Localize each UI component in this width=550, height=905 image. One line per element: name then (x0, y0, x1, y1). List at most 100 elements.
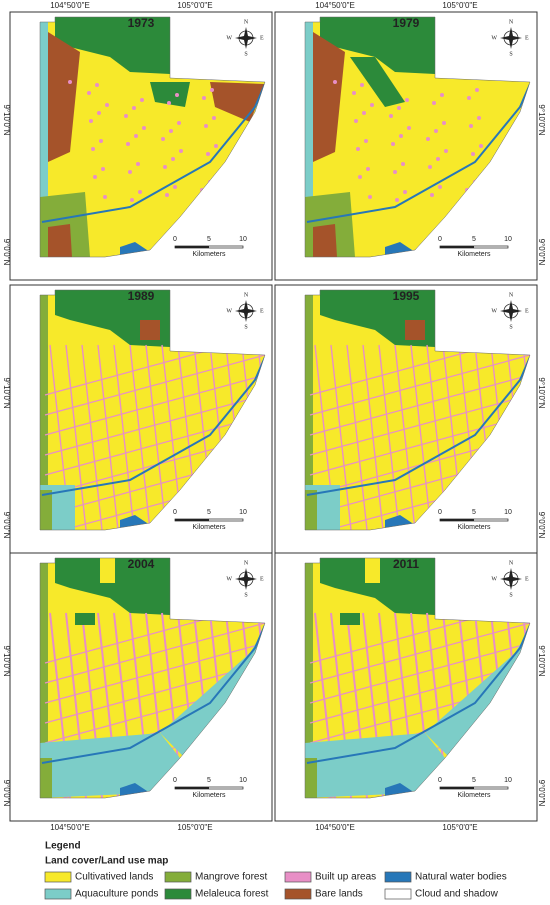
built-up-spot (142, 126, 146, 130)
built-up-spot (366, 167, 370, 171)
lat-label: 9°0'0"N (537, 239, 546, 266)
panel-year: 2011 (393, 557, 419, 571)
land-patch (320, 17, 435, 74)
land-patch (425, 628, 530, 758)
compass-letter: N (244, 560, 249, 566)
legend-swatch (44, 871, 72, 883)
map-area (40, 17, 265, 257)
lon-label: 104°50'0"E (315, 1, 355, 10)
built-up-spot (479, 144, 483, 148)
scale-label: 10 (504, 509, 512, 516)
lon-label: 104°50'0"E (50, 823, 90, 832)
land-patch (305, 563, 313, 798)
built-up-spot (442, 121, 446, 125)
built-up-spot (204, 124, 208, 128)
land-patch (75, 613, 95, 625)
scale-label: 0 (438, 777, 442, 784)
compass-letter: E (260, 308, 264, 314)
map-panel: 1979 N S E W 0 5 10 Kilometers 9°10'0"N 9°0'0"N 104… (274, 1, 546, 281)
legend-swatch (44, 888, 72, 900)
built-up-line (129, 344, 151, 530)
river (41, 83, 265, 223)
compass-star (500, 300, 522, 322)
legend-swatch (384, 871, 412, 883)
built-up-spot (360, 83, 364, 87)
river (41, 624, 265, 764)
compass-letter: S (509, 51, 512, 57)
scale-unit: Kilometers (192, 524, 226, 531)
built-up-spot (397, 106, 401, 110)
built-up-spot (403, 190, 407, 194)
compass-letter: W (226, 576, 232, 582)
lon-label: 105°0'0"E (177, 823, 212, 832)
map-outline (304, 16, 531, 258)
lat-label: 9°0'0"N (2, 239, 11, 266)
compass-star (235, 27, 257, 49)
built-up-line (309, 622, 530, 684)
scale-label: 0 (173, 777, 177, 784)
compass-letter: N (244, 292, 249, 298)
map-panel: 1989 N S E W 0 5 10 Kilometers 9°10'0"N 9°0'0"N (2, 284, 273, 554)
compass-letter: S (509, 324, 512, 330)
land-patch (55, 17, 170, 74)
compass-letter: W (491, 35, 497, 41)
compass-letter: N (509, 19, 514, 25)
compass-letter: S (244, 51, 247, 57)
legend-swatch (284, 871, 312, 883)
scale-label: 5 (207, 509, 211, 516)
built-up-spot (370, 103, 374, 107)
compass-star (235, 300, 257, 322)
scale-bar-fill (440, 246, 474, 248)
map-area (305, 290, 530, 530)
built-up-spot (444, 149, 448, 153)
compass-letter: W (491, 576, 497, 582)
scale-label: 5 (472, 509, 476, 516)
compass-letter: N (509, 560, 514, 566)
compass-star (500, 568, 522, 590)
lat-label: 9°10'0"N (537, 645, 546, 676)
lat-label: 9°10'0"N (537, 377, 546, 408)
lat-label: 9°10'0"N (2, 645, 11, 676)
built-up-spot (126, 142, 130, 146)
lon-label: 105°0'0"E (177, 1, 212, 10)
built-up-spot (210, 88, 214, 92)
scale-label: 10 (239, 236, 247, 243)
built-up-line (81, 344, 103, 530)
built-up-spot (97, 111, 101, 115)
land-patch (40, 733, 180, 798)
legend-title: Legend (45, 841, 81, 852)
map-outline (304, 557, 531, 799)
built-up-spot (426, 137, 430, 141)
land-patch (40, 490, 52, 530)
land-patch (350, 57, 405, 107)
map-area (305, 558, 530, 798)
scale-label: 5 (207, 236, 211, 243)
compass-star (500, 27, 522, 49)
compass-letter: N (509, 292, 514, 298)
built-up-spot (173, 185, 177, 189)
compass-letter: S (244, 592, 247, 598)
land-patch (340, 613, 360, 625)
built-up-line (44, 642, 265, 704)
built-up-spot (477, 116, 481, 120)
built-up-spot (105, 103, 109, 107)
panel-year: 1979 (393, 16, 420, 30)
map-base (305, 17, 530, 257)
scale-label: 0 (173, 509, 177, 516)
scale-unit: Kilometers (192, 792, 226, 799)
scale-label: 5 (472, 777, 476, 784)
legend-label: Mangrove forest (195, 872, 267, 883)
lat-label: 9°0'0"N (537, 780, 546, 807)
scale-label: 10 (239, 509, 247, 516)
land-patch (55, 558, 170, 615)
map-outline (39, 557, 266, 799)
scale-label: 5 (472, 236, 476, 243)
legend-swatch (384, 888, 412, 900)
panel-year: 1973 (128, 16, 155, 30)
built-up-line (44, 374, 265, 436)
scale-label: 0 (438, 509, 442, 516)
built-up-spot (169, 129, 173, 133)
land-patch (140, 320, 160, 340)
built-up-spot (401, 162, 405, 166)
scale-bar-fill (175, 519, 209, 521)
